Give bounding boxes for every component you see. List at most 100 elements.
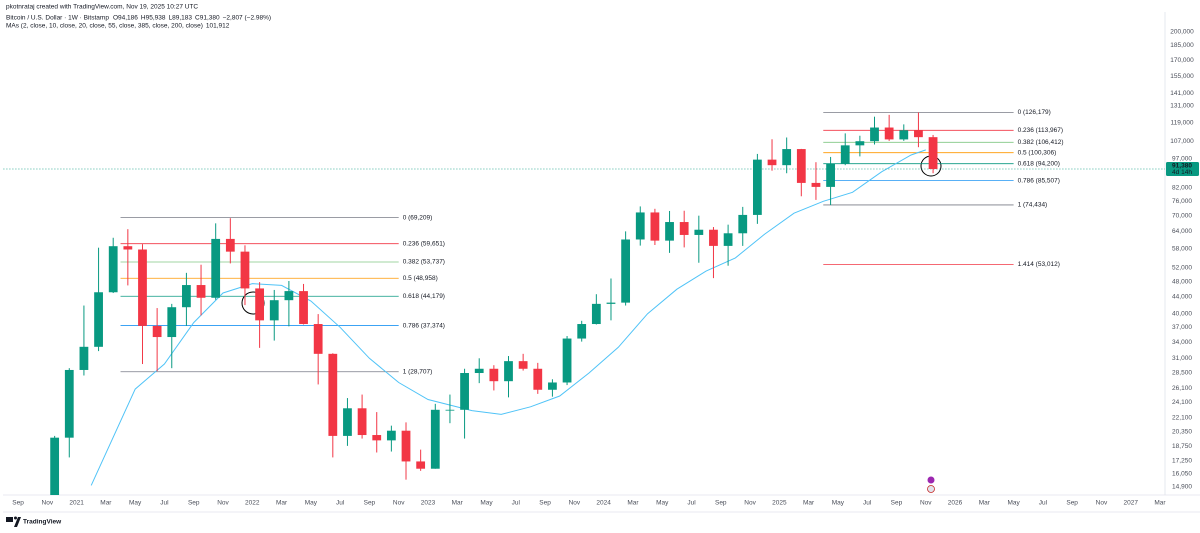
candle-body xyxy=(489,368,499,382)
y-tick-label: 18,750 xyxy=(1172,443,1192,450)
x-tick-label: 2026 xyxy=(948,500,963,507)
fib-label: 0.382 (53,737) xyxy=(403,259,445,266)
candle-body xyxy=(928,137,938,169)
candle-body xyxy=(357,408,367,436)
candle-body xyxy=(884,127,894,140)
fib-label: 0.5 (48,958) xyxy=(403,275,438,282)
credit: pkotnrataj created with TradingView.com,… xyxy=(6,4,198,11)
x-tick-label: Nov xyxy=(393,500,405,507)
y-tick-label: 52,000 xyxy=(1172,264,1192,271)
x-tick-label: Jul xyxy=(512,500,521,507)
candle-body xyxy=(679,222,689,235)
y-tick-label: 40,000 xyxy=(1172,310,1192,317)
y-tick-label: 119,000 xyxy=(1170,119,1193,126)
y-tick-label: 155,000 xyxy=(1170,73,1194,80)
candle-body xyxy=(650,212,660,241)
x-tick-label: Mar xyxy=(627,500,639,507)
x-tick-label: May xyxy=(129,500,142,507)
x-tick-label: May xyxy=(832,500,845,507)
y-tick-label: 14,900 xyxy=(1172,483,1192,490)
x-tick-label: May xyxy=(656,500,669,507)
fib-label: 1 (28,707) xyxy=(403,368,433,375)
ohlc-key: O xyxy=(113,15,118,22)
x-tick-label: 2021 xyxy=(69,500,84,507)
candle-body xyxy=(752,159,762,215)
candle-body xyxy=(138,249,147,326)
last-price-tag xyxy=(1166,161,1199,176)
ohlc-key: H xyxy=(141,15,146,22)
ohlc-value: 91,380 xyxy=(200,15,220,22)
ohlc-value: 94,186 xyxy=(118,15,138,22)
fib-label: 0.618 (94,200) xyxy=(1018,160,1060,167)
candle-body xyxy=(79,346,89,370)
candle-body xyxy=(328,353,338,436)
logo-slash xyxy=(14,517,21,527)
fib-label: 1.414 (53,012) xyxy=(1018,261,1060,268)
y-tick-label: 22,100 xyxy=(1172,414,1192,421)
x-tick-label: Mar xyxy=(100,500,112,507)
candle-body xyxy=(123,246,133,250)
y-tick-label: 58,000 xyxy=(1172,245,1192,252)
y-tick-label: 70,000 xyxy=(1172,212,1192,219)
candle-body xyxy=(635,212,645,240)
candle-body xyxy=(255,288,265,321)
ohlc-value: 89,183 xyxy=(172,15,192,22)
y-tick-label: 24,100 xyxy=(1172,399,1192,406)
candle-body xyxy=(460,373,469,410)
x-tick-label: Sep xyxy=(891,500,903,507)
candle-body xyxy=(50,437,60,495)
ohlc-key: C xyxy=(195,15,200,22)
x-tick-label: May xyxy=(305,500,318,507)
candle-body xyxy=(518,361,528,369)
y-tick-label: 26,100 xyxy=(1172,385,1192,392)
y-tick-label: 16,050 xyxy=(1172,470,1192,477)
last-price-label: 91,380 xyxy=(1172,163,1192,170)
y-tick-label: 200,000 xyxy=(1170,29,1194,36)
x-tick-label: 2027 xyxy=(1123,500,1138,507)
logo: TradingView xyxy=(6,516,62,527)
candle-body xyxy=(430,409,440,469)
candle-body xyxy=(416,461,426,469)
symbol: Bitcoin / U.S. Dollar · 1W · Bitstamp xyxy=(6,15,109,22)
candle-body xyxy=(840,145,850,164)
fib-label: 0.786 (85,507) xyxy=(1018,177,1060,184)
fib-label: 0.618 (44,179) xyxy=(403,293,445,300)
y-tick-label: 34,000 xyxy=(1172,339,1192,346)
candle-body xyxy=(811,182,821,187)
x-tick-label: Nov xyxy=(42,500,54,507)
x-tick-label: Nov xyxy=(744,500,756,507)
x-tick-label: 2025 xyxy=(772,500,787,507)
candle-body xyxy=(269,300,279,321)
candle-body xyxy=(738,214,748,234)
x-tick-label: Jul xyxy=(160,500,169,507)
candle-body xyxy=(108,246,118,293)
y-tick-label: 76,000 xyxy=(1172,198,1192,205)
x-tick-label: Sep xyxy=(1066,500,1078,507)
x-tick-label: Sep xyxy=(12,500,24,507)
x-tick-label: Jul xyxy=(687,500,696,507)
x-tick-label: 2023 xyxy=(421,500,436,507)
fib-label: 0 (69,209) xyxy=(403,214,433,221)
candle-body xyxy=(313,324,323,354)
candle-body xyxy=(855,141,865,146)
candle-body xyxy=(914,130,923,138)
x-tick-label: Sep xyxy=(539,500,551,507)
candle-body xyxy=(386,430,396,441)
candle-body xyxy=(94,292,103,347)
candle-body xyxy=(709,229,718,246)
y-tick-label: 170,000 xyxy=(1170,57,1194,64)
ohlc-change: −2,807 (−2.98%) xyxy=(223,15,271,22)
fib-label: 0 (126,179) xyxy=(1018,109,1051,116)
candle-body xyxy=(167,307,177,338)
x-tick-label: Jul xyxy=(863,500,872,507)
candle-body xyxy=(870,127,879,142)
fib-label: 0.5 (100,306) xyxy=(1018,149,1057,156)
x-tick-label: Sep xyxy=(364,500,376,507)
candle-body xyxy=(372,435,382,441)
candle-body xyxy=(665,222,674,241)
logo-mark xyxy=(6,517,13,522)
y-tick-label: 37,000 xyxy=(1172,324,1192,331)
candle-body xyxy=(796,149,806,183)
